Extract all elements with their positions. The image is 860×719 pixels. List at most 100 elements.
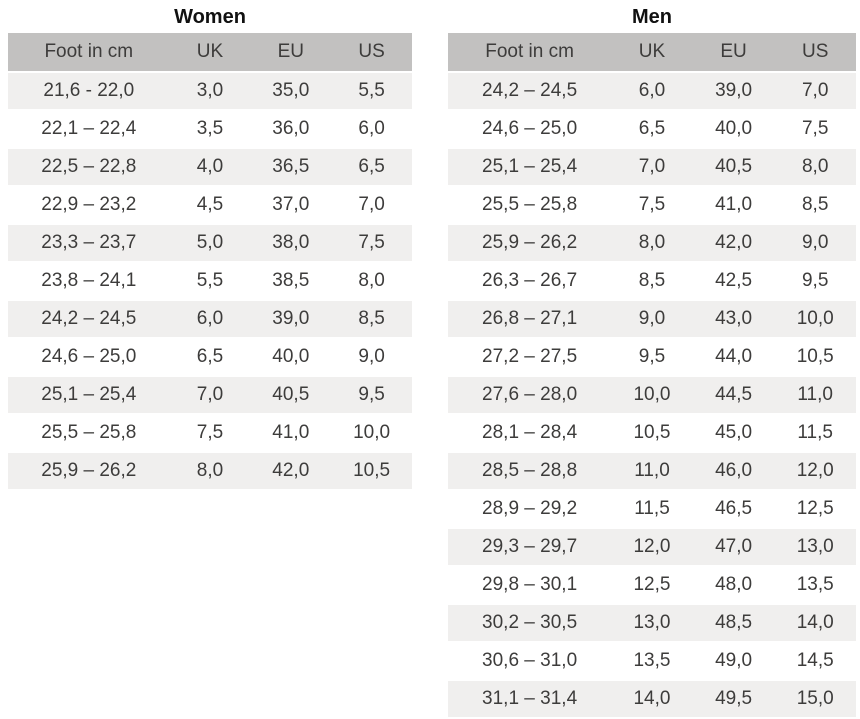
- cell: 41,0: [250, 415, 332, 451]
- cell: 47,0: [692, 529, 775, 565]
- header-row: Foot in cm UK EU US: [8, 33, 412, 71]
- cell: 12,0: [774, 453, 856, 489]
- cell: 14,5: [774, 643, 856, 679]
- cell: 14,0: [611, 681, 693, 717]
- cell: 40,5: [250, 377, 332, 413]
- table-row: 25,1 – 25,4 7,0 40,5 9,5: [8, 377, 412, 413]
- women-table-title: Women: [174, 6, 246, 28]
- cell: 11,5: [611, 491, 693, 527]
- women-size-table: Women Foot in cm UK EU US 21,6 - 22,0 3,0 35,…: [8, 4, 412, 491]
- cell: 26,3 – 26,7: [448, 263, 612, 299]
- column-header: UK: [611, 33, 693, 71]
- table-row: 21,6 - 22,0 3,0 35,0 5,5: [8, 73, 412, 109]
- table-row: 31,1 – 31,4 14,0 49,5 15,0: [448, 681, 856, 717]
- cell: 9,0: [611, 301, 693, 337]
- cell: 49,5: [692, 681, 775, 717]
- table-row: 23,3 – 23,7 5,0 38,0 7,5: [8, 225, 412, 261]
- cell: 46,5: [692, 491, 775, 527]
- table-row: 23,8 – 24,1 5,5 38,5 8,0: [8, 263, 412, 299]
- cell: 30,6 – 31,0: [448, 643, 612, 679]
- table-row: 29,8 – 30,1 12,5 48,0 13,5: [448, 567, 856, 603]
- cell: 3,5: [169, 111, 251, 147]
- cell: 7,0: [611, 149, 693, 185]
- cell: 9,5: [611, 339, 693, 375]
- cell: 30,2 – 30,5: [448, 605, 612, 641]
- cell: 7,0: [774, 73, 856, 109]
- cell: 22,1 – 22,4: [8, 111, 170, 147]
- cell: 26,8 – 27,1: [448, 301, 612, 337]
- cell: 48,5: [692, 605, 775, 641]
- cell: 12,5: [774, 491, 856, 527]
- cell: 28,5 – 28,8: [448, 453, 612, 489]
- table-row: 27,6 – 28,0 10,0 44,5 11,0: [448, 377, 856, 413]
- column-header: US: [331, 33, 412, 71]
- column-header: UK: [169, 33, 251, 71]
- cell: 10,5: [611, 415, 693, 451]
- cell: 24,2 – 24,5: [448, 73, 612, 109]
- cell: 49,0: [692, 643, 775, 679]
- cell: 15,0: [774, 681, 856, 717]
- cell: 11,0: [774, 377, 856, 413]
- cell: 48,0: [692, 567, 775, 603]
- cell: 6,5: [169, 339, 251, 375]
- cell: 7,5: [331, 225, 412, 261]
- table-row: 28,9 – 29,2 11,5 46,5 12,5: [448, 491, 856, 527]
- cell: 6,5: [611, 111, 693, 147]
- cell: 10,0: [331, 415, 412, 451]
- cell: 8,5: [331, 301, 412, 337]
- cell: 6,0: [331, 111, 412, 147]
- cell: 13,0: [774, 529, 856, 565]
- cell: 23,3 – 23,7: [8, 225, 170, 261]
- table-row: 24,2 – 24,5 6,0 39,0 8,5: [8, 301, 412, 337]
- cell: 25,1 – 25,4: [8, 377, 170, 413]
- men-size-table: Men Foot in cm UK EU US 24,2 – 24,5 6,0 39,0 7…: [448, 4, 856, 719]
- table-row: 30,2 – 30,5 13,0 48,5 14,0: [448, 605, 856, 641]
- cell: 35,0: [250, 73, 332, 109]
- cell: 6,5: [331, 149, 412, 185]
- cell: 39,0: [250, 301, 332, 337]
- table-row: 25,5 – 25,8 7,5 41,0 8,5: [448, 187, 856, 223]
- table-row: 28,5 – 28,8 11,0 46,0 12,0: [448, 453, 856, 489]
- table-row: 25,9 – 26,2 8,0 42,0 9,0: [448, 225, 856, 261]
- cell: 40,0: [692, 111, 775, 147]
- cell: 22,5 – 22,8: [8, 149, 170, 185]
- cell: 25,1 – 25,4: [448, 149, 612, 185]
- table-row: 25,5 – 25,8 7,5 41,0 10,0: [8, 415, 412, 451]
- cell: 38,5: [250, 263, 332, 299]
- table-row: 24,6 – 25,0 6,5 40,0 9,0: [8, 339, 412, 375]
- women-table-body: 21,6 - 22,0 3,0 35,0 5,5 22,1 – 22,4 3,5 36,0 6…: [8, 73, 412, 489]
- cell: 13,0: [611, 605, 693, 641]
- cell: 21,6 - 22,0: [8, 73, 170, 109]
- cell: 8,0: [774, 149, 856, 185]
- cell: 12,0: [611, 529, 693, 565]
- cell: 36,0: [250, 111, 332, 147]
- men-table-header: Foot in cm UK EU US: [448, 33, 856, 71]
- cell: 9,0: [331, 339, 412, 375]
- cell: 10,0: [774, 301, 856, 337]
- column-header: EU: [250, 33, 332, 71]
- cell: 5,5: [331, 73, 412, 109]
- table-row: 24,6 – 25,0 6,5 40,0 7,5: [448, 111, 856, 147]
- cell: 25,5 – 25,8: [448, 187, 612, 223]
- cell: 5,5: [169, 263, 251, 299]
- women-table-header: Foot in cm UK EU US: [8, 33, 412, 71]
- cell: 29,3 – 29,7: [448, 529, 612, 565]
- cell: 39,0: [692, 73, 775, 109]
- cell: 8,5: [611, 263, 693, 299]
- cell: 7,5: [169, 415, 251, 451]
- cell: 44,5: [692, 377, 775, 413]
- cell: 13,5: [774, 567, 856, 603]
- cell: 28,1 – 28,4: [448, 415, 612, 451]
- cell: 14,0: [774, 605, 856, 641]
- cell: 8,0: [169, 453, 251, 489]
- cell: 27,6 – 28,0: [448, 377, 612, 413]
- column-header: Foot in cm: [448, 33, 612, 71]
- table-row: 25,9 – 26,2 8,0 42,0 10,5: [8, 453, 412, 489]
- cell: 24,6 – 25,0: [448, 111, 612, 147]
- cell: 27,2 – 27,5: [448, 339, 612, 375]
- table-row: 24,2 – 24,5 6,0 39,0 7,0: [448, 73, 856, 109]
- men-table: Foot in cm UK EU US 24,2 – 24,5 6,0 39,0 7,0 24…: [448, 31, 856, 719]
- cell: 10,5: [774, 339, 856, 375]
- cell: 10,0: [611, 377, 693, 413]
- cell: 44,0: [692, 339, 775, 375]
